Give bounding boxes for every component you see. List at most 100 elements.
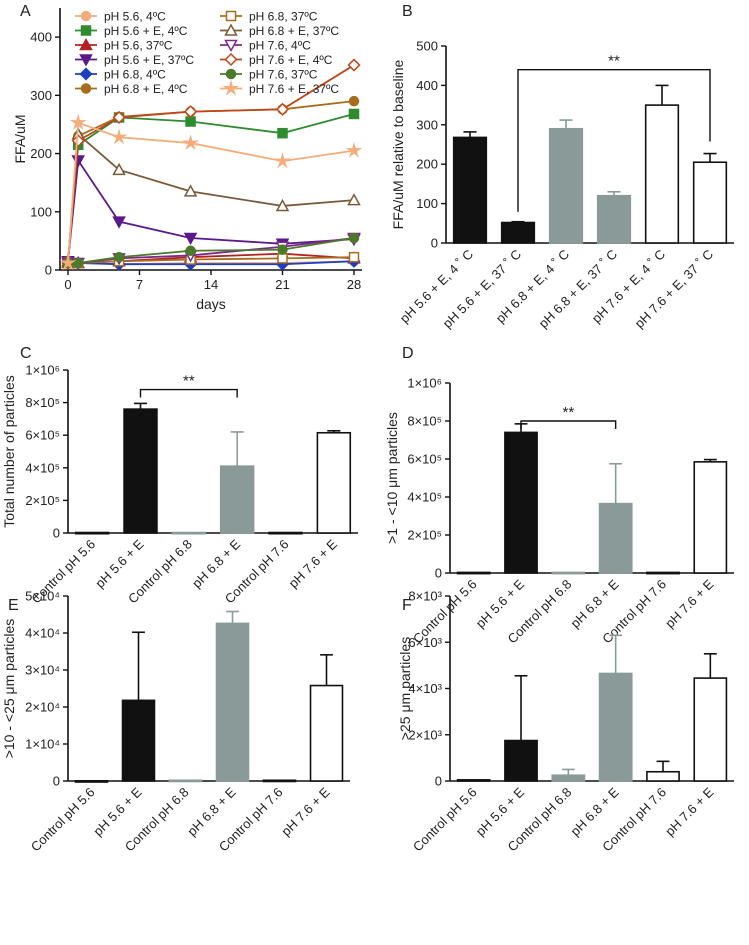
- bar: [168, 779, 203, 783]
- series-line: [67, 157, 355, 262]
- bar: [596, 194, 632, 244]
- y-tick-label: 1×10⁶: [407, 376, 442, 391]
- y-axis-label: Total number of particles: [1, 375, 17, 528]
- legend-label: pH 6.8, 37ºC: [249, 10, 318, 24]
- y-tick-label: 6×10⁵: [407, 452, 442, 467]
- y-tick-label: 0: [53, 774, 60, 789]
- bar: [548, 127, 584, 244]
- bar: [123, 408, 158, 534]
- y-tick-label: 2×10³: [408, 727, 442, 742]
- bar: [646, 770, 680, 782]
- y-tick-label: 400: [416, 78, 438, 93]
- panel-f: 0 2×10³ 4×10³ 6×10³ 8×10³ >25 μm particles F Co…: [397, 589, 734, 855]
- y-tick-label: 4×10⁵: [407, 490, 442, 505]
- data-point: [80, 10, 92, 22]
- y-tick-label: 100: [416, 196, 438, 211]
- data-point: [185, 245, 196, 257]
- data-point: [275, 198, 290, 212]
- data-point: [277, 253, 288, 264]
- data-point: [79, 67, 93, 81]
- bar: [268, 531, 303, 535]
- y-tick-label: 400: [30, 30, 52, 45]
- panel-letter: D: [402, 345, 414, 362]
- data-point: [348, 232, 360, 244]
- data-point: [224, 39, 238, 53]
- legend-label: pH 7.6, 4ºC: [249, 39, 311, 53]
- bar: [504, 739, 538, 782]
- data-point: [183, 232, 198, 246]
- data-point: [69, 113, 87, 130]
- data-point: [185, 116, 196, 127]
- panel-letter: A: [20, 3, 31, 20]
- data-point: [79, 37, 93, 51]
- x-tick-label: 14: [204, 277, 218, 292]
- bar: [456, 571, 491, 575]
- data-point: [59, 254, 77, 271]
- data-point: [80, 25, 92, 36]
- legend-label: pH 5.6 + E, 4ºC: [104, 24, 188, 38]
- y-tick-label: 2×10⁵: [407, 528, 442, 543]
- data-point: [112, 216, 126, 229]
- x-tick-label: pH 7.6 + E: [662, 576, 717, 631]
- series-line: [67, 121, 355, 264]
- bar: [309, 684, 344, 782]
- panel-letter: B: [402, 3, 413, 20]
- bar: [121, 699, 156, 782]
- y-tick-label: 8×10³: [408, 589, 442, 604]
- panel-b: 0 100 200 300 400 500 FFA/uM relative to basel…: [390, 3, 734, 331]
- y-tick-label: 100: [30, 204, 52, 219]
- bar: [215, 622, 250, 782]
- y-tick-label: 2×10⁵: [25, 493, 60, 508]
- bar: [171, 531, 207, 535]
- y-tick-label: 6×10⁵: [25, 428, 60, 443]
- legend-label: pH 5.6, 4ºC: [104, 10, 166, 24]
- x-tick-label: Control pH 5.6: [28, 785, 98, 855]
- significance-bracket: [139, 388, 238, 398]
- data-point: [347, 193, 361, 206]
- y-tick-label: 200: [30, 146, 52, 161]
- legend-label: pH 5.6, 37ºC: [104, 39, 173, 53]
- x-tick-label: 7: [136, 277, 143, 292]
- panel-e: 0 1×10⁴ 2×10⁴ 3×10⁴ 4×10⁴ 5×10⁴ >10 - <25 μm p…: [1, 589, 350, 855]
- bar: [646, 571, 680, 575]
- y-tick-label: 0: [45, 263, 52, 278]
- y-axis-label: >1 - <10 μm particles: [384, 412, 400, 544]
- y-tick-label: 8×10⁵: [407, 414, 442, 429]
- bar: [598, 672, 633, 782]
- series-line: [67, 64, 355, 264]
- bar: [551, 774, 586, 782]
- data-point: [224, 23, 238, 36]
- y-axis-label: FFA/uM: [12, 114, 28, 163]
- data-point: [348, 108, 360, 120]
- y-tick-label: 300: [30, 88, 52, 103]
- data-point: [225, 68, 237, 80]
- data-point: [182, 134, 199, 151]
- y-tick-label: 200: [416, 157, 438, 172]
- data-point: [348, 251, 360, 263]
- bar: [692, 161, 728, 244]
- y-axis-label: >25 μm particles: [397, 637, 413, 740]
- x-axis-label: days: [196, 296, 226, 312]
- data-point: [345, 141, 363, 158]
- panel-letter: E: [8, 597, 19, 614]
- legend-label: pH 6.8 + E, 4ºC: [104, 82, 188, 96]
- bar: [74, 780, 109, 783]
- legend-label: pH 5.6 + E, 37ºC: [104, 53, 194, 67]
- data-point: [184, 105, 198, 119]
- x-tick-label: pH 7.6 + E: [286, 536, 341, 591]
- data-point: [347, 58, 361, 72]
- y-tick-label: 6×10³: [408, 635, 442, 650]
- x-tick-label: Control pH 5.6: [410, 785, 480, 855]
- legend-label: pH 6.8 + E, 37ºC: [249, 24, 339, 38]
- data-point: [225, 10, 237, 22]
- bar: [598, 502, 633, 574]
- data-point: [348, 95, 360, 107]
- significance-label: **: [608, 53, 620, 70]
- bar: [456, 779, 491, 782]
- data-point: [275, 102, 290, 116]
- bar: [693, 461, 728, 574]
- data-point: [277, 244, 288, 255]
- data-point: [224, 52, 238, 67]
- y-tick-label: 8×10⁵: [25, 395, 60, 410]
